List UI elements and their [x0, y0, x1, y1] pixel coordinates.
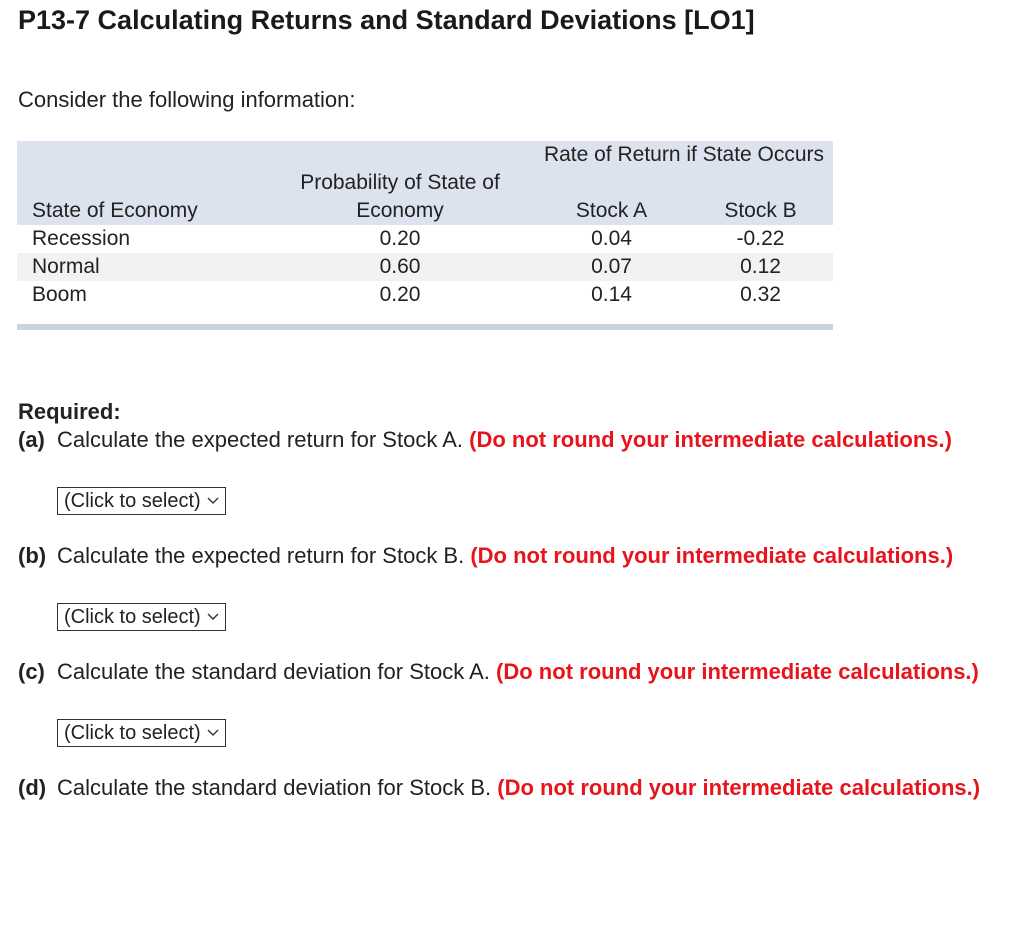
cell: 0.07: [535, 253, 688, 281]
question-text: Calculate the expected return for Stock …: [57, 427, 464, 452]
chevron: [207, 729, 219, 736]
answer-select[interactable]: (Click to select): [57, 603, 226, 631]
column-header: Stock A: [575, 199, 648, 222]
select-text: (Click to select): [64, 606, 201, 628]
question-text: Calculate the standard deviation for Sto…: [57, 775, 492, 800]
cell: 0.32: [740, 283, 781, 306]
required-label: Required:: [18, 399, 121, 424]
cell: 0.04: [591, 227, 632, 250]
cell: 0.14: [591, 283, 632, 306]
question-label: (d): [18, 775, 47, 800]
cell: Normal: [17, 253, 265, 281]
group-header: Rate of Return if State Occurs: [543, 143, 825, 166]
cell: 0.60: [265, 253, 535, 281]
column-header: State of Economy: [32, 199, 198, 222]
question-label: (b): [18, 543, 47, 568]
question: (a) Calculate the expected return for Sto…: [18, 426, 1006, 454]
question-text: Calculate the expected return for Stock …: [57, 543, 465, 568]
select-row: (Click to select): [18, 686, 1006, 774]
question: (d) Calculate the standard deviation for …: [18, 774, 1006, 802]
question-note: (Do not round your intermediate calculat…: [497, 775, 981, 800]
title: P13-7 Calculating Returns and Standard D…: [18, 5, 755, 35]
answer-select[interactable]: (Click to select): [57, 487, 226, 515]
question-note: (Do not round your intermediate calculat…: [470, 543, 954, 568]
question: (c) Calculate the standard deviation for …: [18, 658, 1006, 686]
cell: 0.20: [379, 227, 421, 250]
question-label: (c): [18, 659, 45, 684]
questions: Required: (a) Calculate the expected retu…: [18, 398, 1006, 802]
column-header: Stock B: [724, 199, 797, 222]
info-table: Rate of Return if State Occurs State of …: [17, 141, 833, 330]
table-row: Boom 0.20 0.14 0.32: [17, 281, 833, 309]
cell: -0.22: [736, 227, 785, 250]
select-text: (Click to select): [64, 722, 201, 744]
cell: Recession: [32, 227, 131, 250]
select-text: (Click to select): [64, 490, 201, 512]
chevron-path: [207, 497, 219, 504]
header-row: State of Economy Probability of State of…: [17, 169, 833, 225]
select-row: (Click to select): [18, 570, 1006, 658]
question-note: (Do not round your intermediate calculat…: [469, 427, 952, 452]
column-header: Probability of State of Economy: [300, 171, 500, 222]
cell: 0.12: [688, 253, 833, 281]
answer-select[interactable]: (Click to select): [57, 719, 226, 747]
question: (b) Calculate the expected return for Sto…: [18, 542, 1006, 570]
question-text: Calculate the standard deviation for Sto…: [57, 659, 490, 684]
chevron-path: [207, 613, 219, 620]
table-row: Normal 0.60 0.07 0.12: [17, 253, 833, 281]
question-note: (Do not round your intermediate calculat…: [496, 659, 979, 684]
select-row: (Click to select): [18, 454, 1006, 542]
chevron: [207, 613, 219, 620]
question-label: (a): [18, 427, 45, 452]
table-row: Recession 0.20 0.04 -0.22: [17, 225, 833, 253]
cell: 0.20: [379, 283, 421, 306]
chevron-path: [207, 729, 219, 736]
header-row: Rate of Return if State Occurs: [17, 141, 833, 169]
cell: Boom: [32, 283, 87, 306]
chevron: [207, 497, 219, 504]
intro: Consider the following information:: [18, 87, 356, 112]
